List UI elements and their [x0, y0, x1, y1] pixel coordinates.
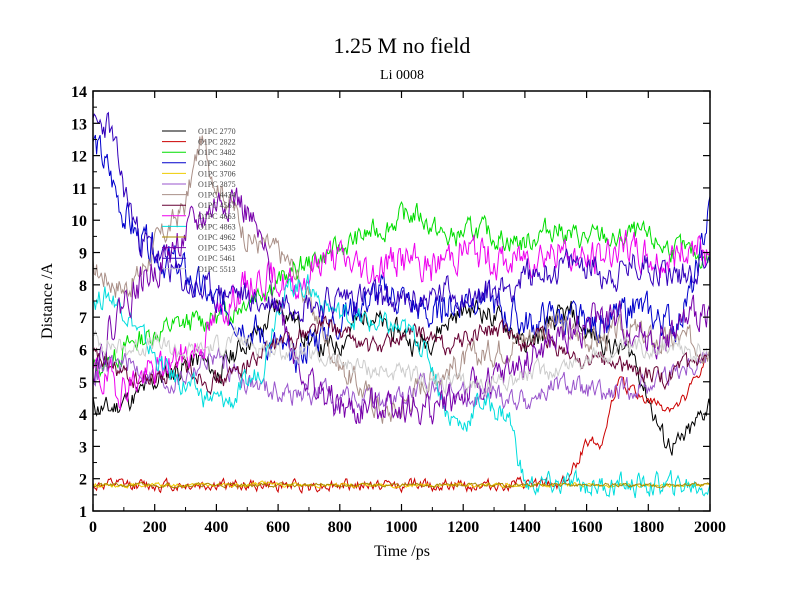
series-line-o1pc-3875: [93, 347, 710, 414]
y-tick-label: 13: [71, 116, 87, 133]
x-axis-label: Time /ps: [374, 543, 430, 560]
x-tick-label: 1400: [509, 519, 541, 536]
x-tick-label: 200: [143, 519, 167, 536]
legend-label: O1PC 3706: [198, 169, 236, 178]
x-tick-label: 1000: [386, 519, 418, 536]
y-tick-label: 3: [79, 439, 87, 456]
y-tick-label: 10: [71, 213, 87, 230]
series-line-o1pc-5435: [93, 187, 710, 426]
y-tick-label: 2: [79, 472, 87, 489]
y-tick-label: 7: [79, 310, 87, 327]
y-tick-label: 5: [79, 375, 87, 392]
series-line-o1pc-4663: [93, 229, 710, 411]
x-tick-label: 2000: [694, 519, 726, 536]
x-tick-label: 1600: [571, 519, 603, 536]
x-tick-label: 400: [204, 519, 228, 536]
x-tick-label: 1800: [632, 519, 664, 536]
legend-label: O1PC 4962: [198, 233, 236, 242]
x-tick-label: 1200: [447, 519, 479, 536]
series-layer: [93, 111, 710, 499]
series-line-o1pc-3482: [93, 201, 710, 378]
y-tick-label: 1: [79, 504, 87, 521]
axes-layer: 0 200 400 600 800 1000 1200 1400 1600 1800 2000123…: [71, 84, 726, 536]
series-line-o1pc-2822: [93, 349, 710, 495]
chart-subtitle: Li 0008: [380, 68, 424, 83]
y-axis-label: Distance /A: [39, 263, 56, 339]
legend-label: O1PC 4567: [198, 201, 236, 210]
series-line-o1pc-5513: [93, 325, 710, 396]
legend-label: O1PC 5461: [198, 254, 236, 263]
legend-label: O1PC 3602: [198, 159, 236, 168]
series-line-o1pc-5461: [93, 111, 710, 323]
legend-label: O1PC 3482: [198, 148, 236, 157]
y-tick-label: 14: [71, 84, 87, 101]
chart-title: 1.25 M no field: [334, 33, 471, 58]
legend-label: O1PC 4863: [198, 222, 236, 231]
legend-label: O1PC 4663: [198, 212, 236, 221]
y-tick-label: 11: [72, 181, 87, 198]
x-tick-label: 600: [266, 519, 290, 536]
legend-label: O1PC 5513: [198, 265, 236, 274]
y-tick-label: 4: [79, 407, 87, 424]
legend-label: O1PC 2770: [198, 127, 236, 136]
series-line-o1pc-4962: [93, 481, 710, 489]
legend-label: O1PC 5435: [198, 244, 236, 253]
legend-label: O1PC 3875: [198, 180, 236, 189]
x-tick-label: 800: [328, 519, 352, 536]
y-tick-label: 8: [79, 278, 87, 295]
y-tick-label: 12: [71, 149, 87, 166]
x-tick-label: 0: [89, 519, 97, 536]
series-line-o1pc-4863: [93, 274, 710, 499]
plot-frame: [92, 90, 711, 512]
legend-label: O1PC 2822: [198, 138, 236, 147]
series-line-o1pc-4434: [93, 135, 710, 424]
legend-label: O1PC 4434: [198, 191, 236, 200]
y-tick-label: 6: [79, 342, 87, 359]
series-line-o1pc-3602: [93, 134, 710, 373]
y-tick-label: 9: [79, 246, 87, 263]
